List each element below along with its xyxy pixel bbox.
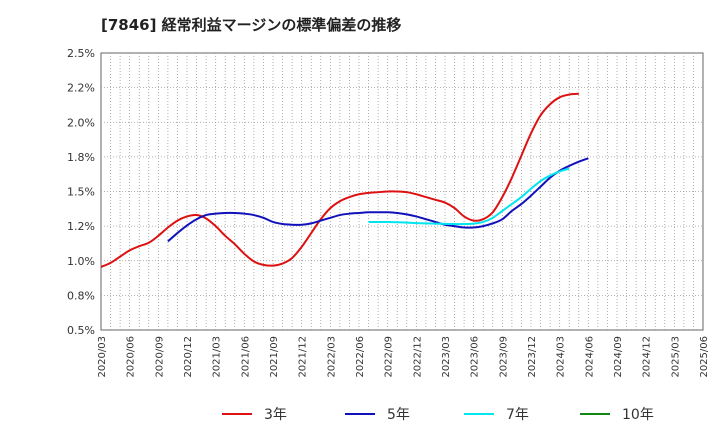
legend-label: 10年 (622, 407, 654, 423)
y-axis: 0.5% 0.8% 1.0% 1.2% 1.5% 1.8% 2.0% 2.2% 2.5% (67, 47, 95, 337)
x-tick-label: 2020/06 (126, 336, 137, 378)
legend: 3年 5年 7年 10年 (222, 407, 654, 423)
x-tick-label: 2022/09 (384, 336, 395, 378)
series-lines (100, 92, 589, 268)
legend-label: 5年 (387, 407, 410, 423)
x-tick-label: 2024/12 (642, 336, 653, 378)
x-tick-label: 2025/03 (670, 336, 681, 378)
x-tick-label: 2024/03 (556, 336, 567, 378)
y-tick-label: 2.0% (67, 116, 95, 129)
chart-title: [7846] 経常利益マージンの標準偏差の推移 (101, 16, 402, 34)
x-tick-label: 2020/12 (183, 336, 194, 378)
legend-label: 3年 (264, 407, 287, 423)
x-tick-label: 2020/03 (97, 336, 108, 378)
x-tick-label: 2022/03 (326, 336, 337, 378)
y-tick-label: 2.2% (67, 82, 95, 95)
legend-label: 7年 (506, 407, 529, 423)
x-tick-label: 2023/09 (498, 336, 509, 378)
y-tick-label: 0.8% (67, 289, 95, 302)
x-tick-label: 2023/12 (527, 336, 538, 378)
y-tick-label: 1.5% (67, 186, 95, 199)
y-tick-label: 1.2% (67, 220, 95, 233)
x-tick-label: 2022/12 (412, 336, 423, 378)
x-axis: 2020/03 2020/06 2020/09 2020/12 2021/03 2021/… (97, 336, 710, 378)
y-tick-label: 1.0% (67, 255, 95, 268)
x-tick-label: 2021/06 (240, 336, 251, 378)
y-tick-label: 2.5% (67, 47, 95, 60)
series-line-5年 (167, 157, 589, 243)
x-tick-label: 2024/09 (613, 336, 624, 378)
x-tick-label: 2020/09 (154, 336, 165, 378)
x-tick-label: 2022/06 (355, 336, 366, 378)
x-tick-label: 2023/03 (441, 336, 452, 378)
series-line-7年 (368, 167, 570, 226)
x-tick-label: 2021/09 (269, 336, 280, 378)
y-tick-label: 0.5% (67, 324, 95, 337)
x-tick-label: 2025/06 (699, 336, 710, 378)
x-tick-label: 2021/03 (212, 336, 223, 378)
y-tick-label: 1.8% (67, 151, 95, 164)
x-tick-label: 2024/06 (584, 336, 595, 378)
x-tick-label: 2021/12 (298, 336, 309, 378)
series-line-3年 (100, 92, 579, 268)
x-tick-label: 2023/06 (470, 336, 481, 378)
